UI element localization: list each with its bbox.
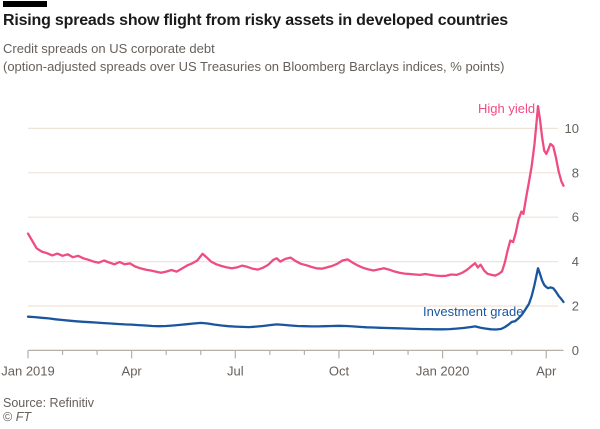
y-tick-label: 0 <box>572 343 579 358</box>
y-tick-label: 8 <box>572 165 579 180</box>
x-tick-label: Oct <box>329 364 350 379</box>
chart-subtitle: Credit spreads on US corporate debt <box>3 41 215 56</box>
series-line-investment-grade <box>26 267 565 331</box>
x-tick-label: Jan 2020 <box>416 364 470 379</box>
y-tick-label: 4 <box>572 254 579 269</box>
series-line-high-yield <box>26 105 565 278</box>
x-tick-label: Jan 2019 <box>1 364 55 379</box>
copyright-symbol: © <box>3 410 16 424</box>
y-tick-label: 6 <box>572 210 579 225</box>
chart-subtitle-detail: (option-adjusted spreads over US Treasur… <box>3 59 505 74</box>
series-label-investment-grade: Investment grade <box>423 304 524 319</box>
x-tick-label: Apr <box>122 364 143 379</box>
copyright-ft: FT <box>15 410 31 424</box>
y-tick-label: 2 <box>572 299 579 314</box>
copyright-note: © FT <box>3 410 31 425</box>
source-note: Source: Refinitiv <box>3 396 95 410</box>
x-tick-label: Apr <box>536 364 557 379</box>
x-tick-label: Jul <box>227 364 244 379</box>
series-label-high-yield: High yield <box>478 101 536 116</box>
page-title: Rising spreads show flight from risky as… <box>3 12 508 29</box>
y-tick-label: 10 <box>565 121 579 136</box>
ft-kicker-bar <box>3 1 47 7</box>
